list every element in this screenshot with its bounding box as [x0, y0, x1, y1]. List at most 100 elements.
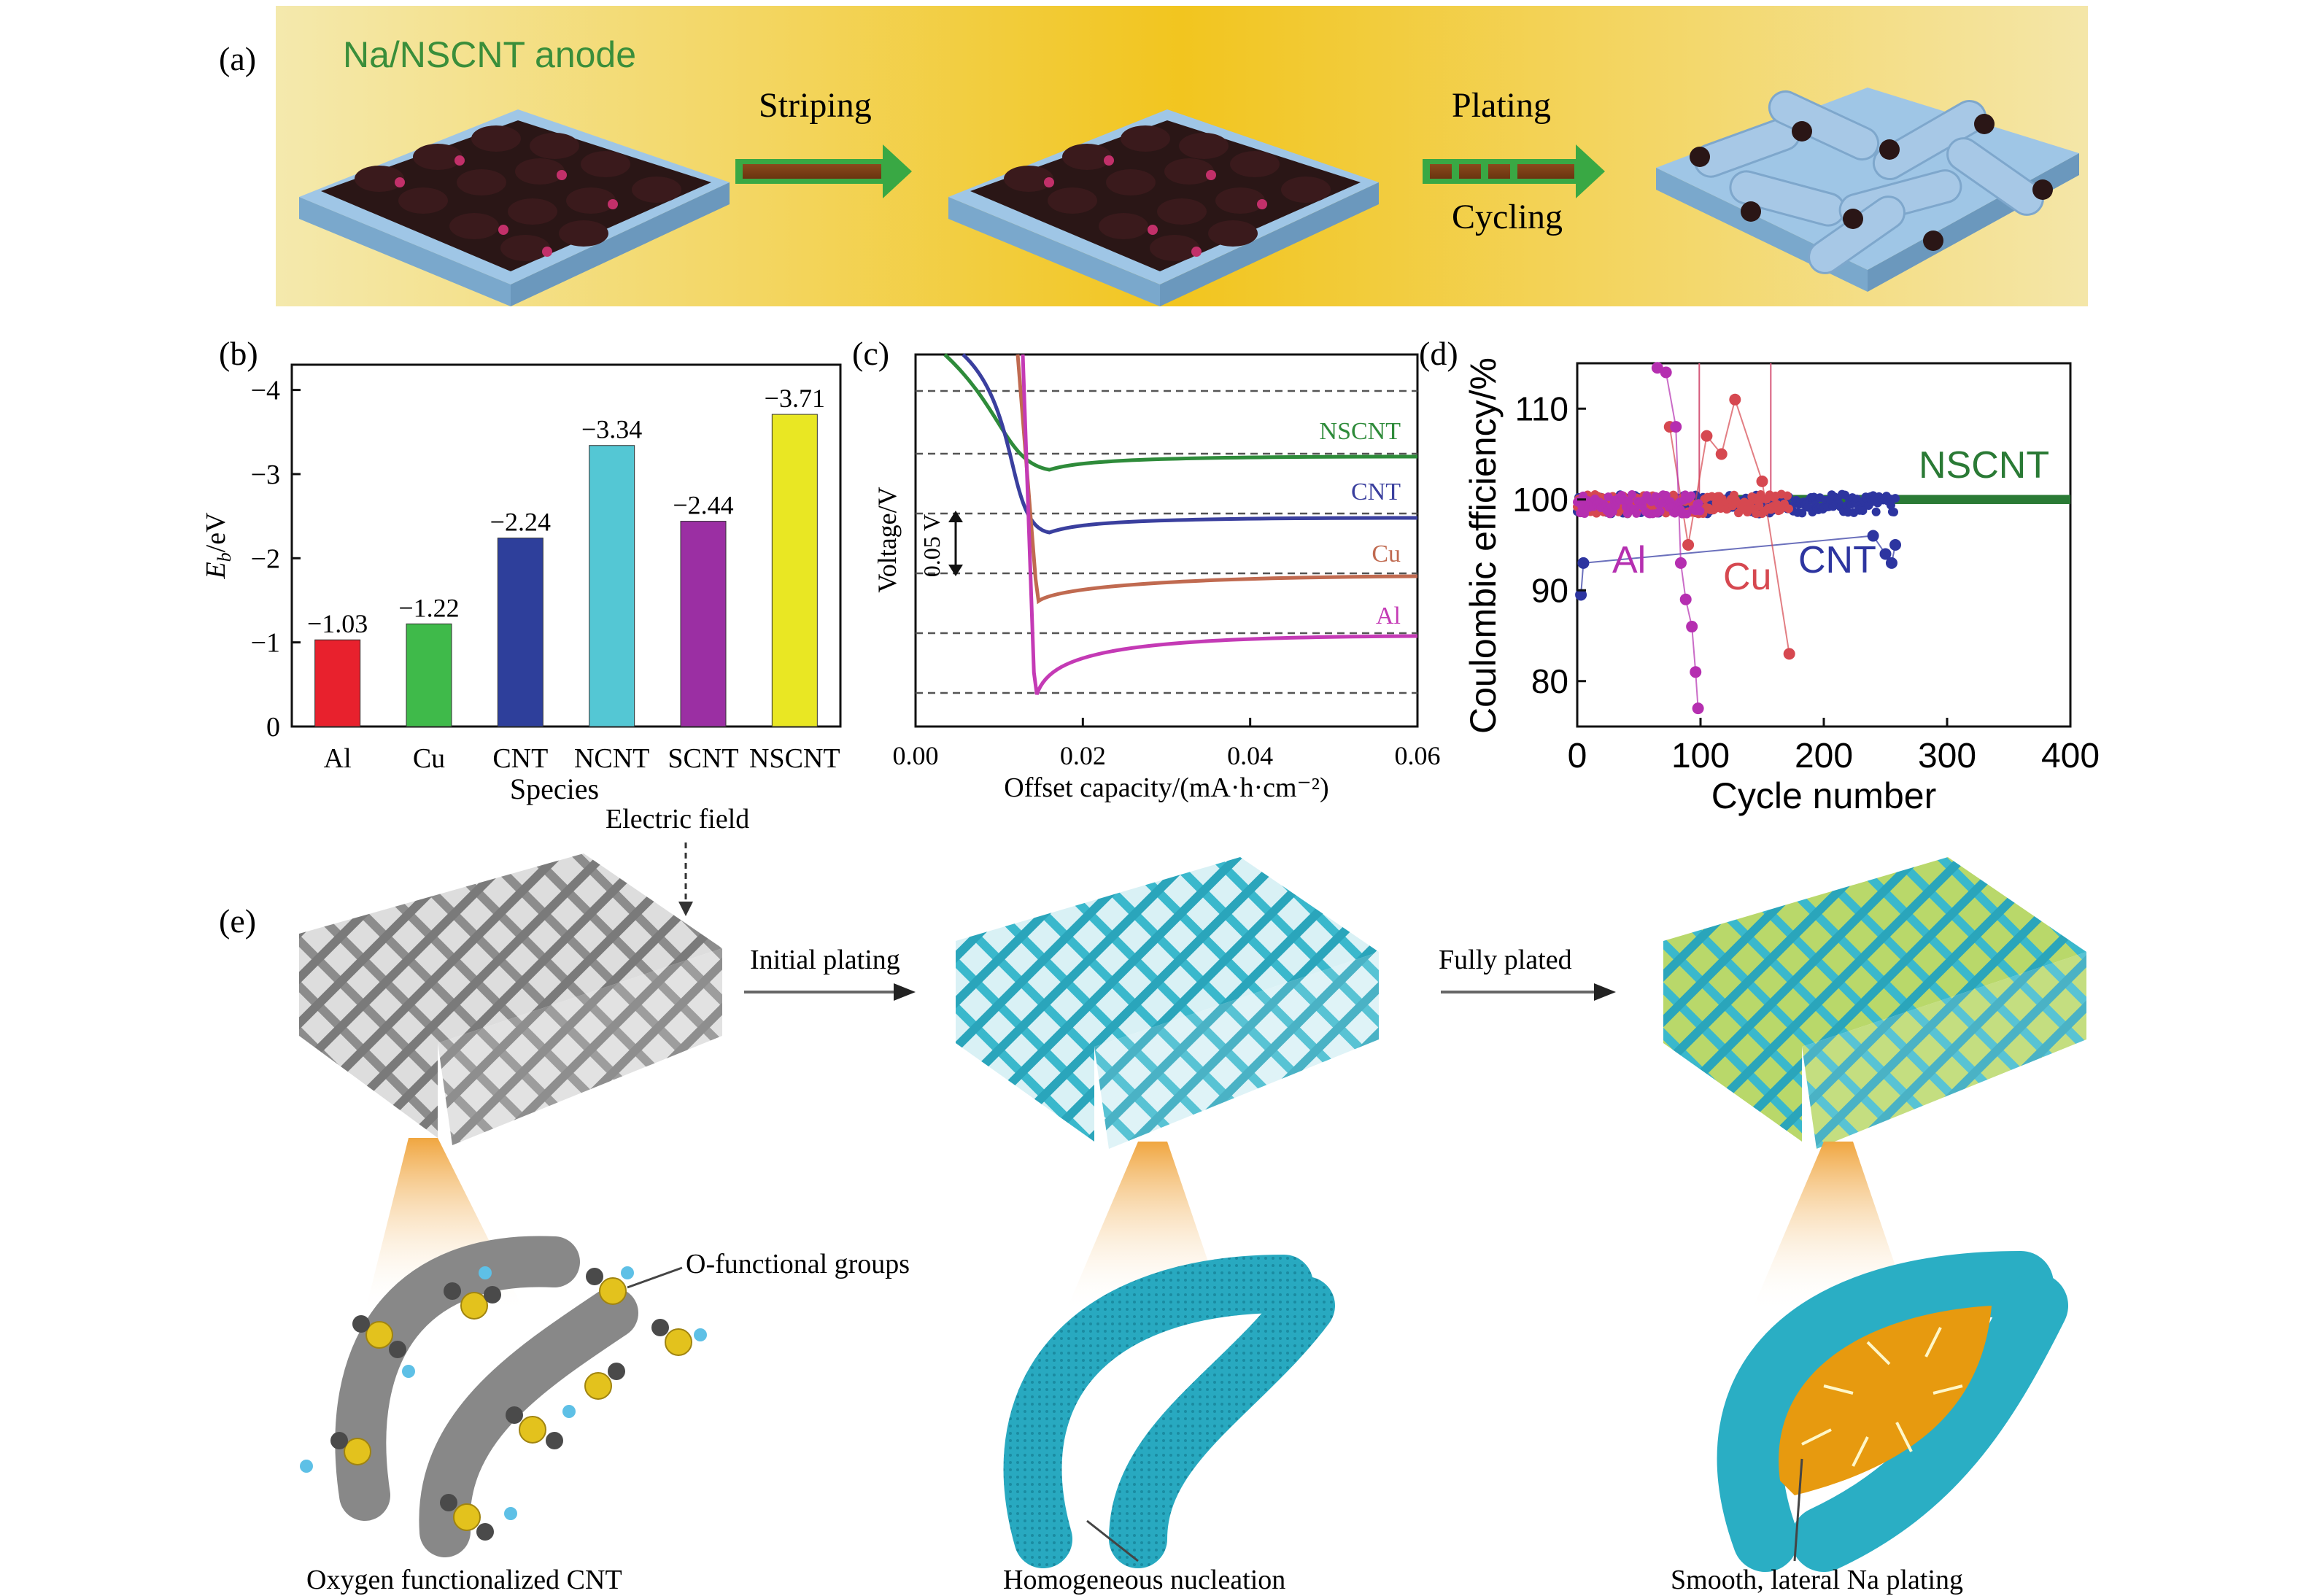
d-outlier — [1783, 648, 1795, 660]
d-point — [1852, 495, 1862, 504]
panel-e-label: (e) — [219, 902, 256, 940]
c-series-label: Al — [1376, 603, 1401, 630]
d-link — [1695, 672, 1699, 709]
d-point — [1687, 491, 1696, 500]
b-bar — [589, 445, 635, 727]
panel-c-dashed-guides — [916, 390, 1417, 694]
c-xtick-label: 0.02 — [1060, 741, 1106, 770]
cnt-mesh-plated — [1663, 857, 2086, 1313]
b-value-label: −3.71 — [765, 384, 825, 413]
d-point — [1642, 491, 1652, 500]
d-ytick-label: 100 — [1512, 481, 1568, 519]
panel-d-ticks: 0 100 200 300 400 80 90 100 110 — [1512, 390, 2100, 775]
c-xtick-label: 0.04 — [1227, 741, 1273, 770]
d-link — [1668, 426, 1690, 546]
b-ytick-label: −3 — [251, 460, 280, 490]
d-point — [1694, 499, 1703, 508]
panel-a-title: Na/NSCNT anode — [343, 34, 636, 75]
nucleated-cnt — [1003, 1255, 1335, 1568]
panel-e: (e) Electric field Initial plating Fully… — [219, 804, 2086, 1595]
c-trace — [1015, 354, 1418, 605]
d-link — [1734, 399, 1763, 482]
b-category-label: SCNT — [668, 743, 738, 774]
c-series-label: NSCNT — [1320, 418, 1401, 445]
cycling-label: Cycling — [1452, 198, 1563, 236]
panel-d-series-labels: NSCNT CNT Cu Al — [1612, 444, 2049, 598]
d-xtick-label: 300 — [1918, 737, 1976, 775]
d-point — [1651, 492, 1660, 501]
d-link — [1687, 435, 1708, 546]
striping-arrow — [735, 144, 912, 198]
caption-right: Smooth, lateral Na plating — [1671, 1565, 1963, 1595]
d-point — [1886, 500, 1895, 510]
d-ytick-label: 80 — [1531, 662, 1568, 700]
panel-d: (d) 0 100 200 300 400 80 90 100 110 NSCNT CNT Cu Al… — [1419, 335, 2100, 816]
d-point — [1755, 501, 1764, 511]
panel-b-categories: Al Cu CNT NCNT SCNT NSCNT — [324, 743, 840, 774]
b-value-label: −1.22 — [398, 593, 459, 622]
d-xtick-label: 200 — [1795, 737, 1853, 775]
d-xtick-label: 100 — [1671, 737, 1730, 775]
b-bar — [680, 521, 727, 727]
b-category-label: NSCNT — [749, 743, 840, 774]
d-point — [1784, 504, 1794, 514]
d-link — [1691, 626, 1697, 673]
d-point — [1782, 491, 1792, 500]
d-point — [1661, 491, 1671, 500]
d-point — [1580, 509, 1590, 519]
b-value-label: −2.24 — [490, 508, 551, 537]
d-point — [1628, 489, 1637, 499]
d-xtick-label: 400 — [2041, 737, 2100, 775]
d-series-label: Cu — [1723, 556, 1771, 598]
d-series-label: Al — [1612, 539, 1646, 581]
panel-c-xlabel: Offset capacity/(mA·h·cm⁻²) — [1004, 772, 1328, 803]
b-category-label: Al — [324, 743, 352, 774]
panel-d-xlabel: Cycle number — [1711, 775, 1936, 816]
panel-d-points — [1573, 362, 2070, 715]
cnt-mesh-cyan — [956, 857, 1379, 1313]
panel-c-scale-label: 0.05 V — [918, 514, 945, 578]
d-point — [1695, 506, 1705, 516]
b-bar — [771, 414, 818, 727]
initial-plating-label: Initial plating — [750, 945, 900, 975]
caption-mid: Homogeneous nucleation — [1003, 1565, 1285, 1595]
c-xtick-label: 0.06 — [1395, 741, 1441, 770]
panel-b-axes — [290, 363, 842, 728]
b-bar — [497, 538, 543, 727]
b-category-label: NCNT — [574, 743, 649, 774]
electrode-stripped — [948, 109, 1379, 306]
striping-label: Striping — [759, 86, 872, 125]
electrode-plated — [1656, 88, 2079, 292]
d-series-label: CNT — [1798, 539, 1876, 581]
panel-c-axes — [914, 353, 1419, 728]
electric-field-label: Electric field — [606, 804, 749, 834]
plating-arrow — [1423, 144, 1605, 198]
d-outlier — [1889, 539, 1902, 551]
panel-c-ylabel: Voltage/V — [873, 487, 902, 592]
panel-b-yticks: 0 −1 −2 −3 −4 — [251, 376, 301, 743]
c-series-label: Cu — [1372, 541, 1401, 567]
panel-b-bars: −1.03 −1.22 −2.24 −3.34 −2.44 −3.71 — [307, 384, 825, 727]
b-value-label: −1.03 — [307, 609, 368, 638]
panel-c-label: (c) — [852, 335, 889, 372]
c-trace — [1021, 354, 1418, 695]
d-link — [1679, 562, 1687, 600]
fully-plated-label: Fully plated — [1439, 945, 1572, 975]
panel-a: (a) Na/NSCNT anode — [219, 6, 2088, 306]
d-series-label: NSCNT — [1919, 444, 2049, 487]
d-outlier — [1692, 702, 1704, 715]
c-trace — [943, 353, 1418, 472]
b-ytick-label: −2 — [251, 543, 280, 574]
b-category-label: CNT — [492, 743, 548, 774]
d-point — [1798, 508, 1807, 518]
d-link — [1761, 481, 1790, 654]
plating-label: Plating — [1452, 86, 1551, 125]
caption-left: Oxygen functionalized CNT — [306, 1565, 622, 1595]
b-ytick-label: 0 — [266, 712, 280, 743]
d-point — [1655, 506, 1665, 516]
panel-d-ylabel: Coulombic efficiency/% — [1463, 357, 1504, 734]
panel-b-xlabel: Species — [510, 772, 599, 805]
b-bar — [406, 623, 452, 727]
b-value-label: −2.44 — [673, 491, 733, 520]
